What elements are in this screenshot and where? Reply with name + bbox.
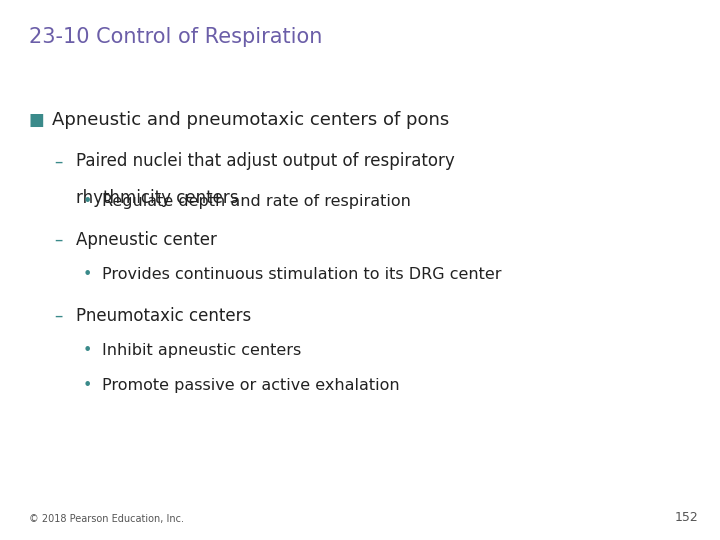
Text: Promote passive or active exhalation: Promote passive or active exhalation: [102, 378, 399, 393]
Text: •: •: [83, 343, 92, 358]
Text: •: •: [83, 194, 92, 210]
Text: 152: 152: [675, 511, 698, 524]
Text: rhythmicity centers: rhythmicity centers: [76, 189, 238, 207]
Text: •: •: [83, 378, 92, 393]
Text: Provides continuous stimulation to its DRG center: Provides continuous stimulation to its D…: [102, 267, 501, 282]
Text: © 2018 Pearson Education, Inc.: © 2018 Pearson Education, Inc.: [29, 514, 184, 524]
Text: Regulate depth and rate of respiration: Regulate depth and rate of respiration: [102, 194, 410, 210]
Text: Apneustic center: Apneustic center: [76, 231, 217, 249]
Text: Apneustic and pneumotaxic centers of pons: Apneustic and pneumotaxic centers of pon…: [52, 111, 449, 129]
Text: ■: ■: [29, 111, 45, 129]
Text: Pneumotaxic centers: Pneumotaxic centers: [76, 307, 251, 325]
Text: –: –: [54, 307, 63, 325]
Text: Inhibit apneustic centers: Inhibit apneustic centers: [102, 343, 301, 358]
Text: –: –: [54, 152, 63, 170]
Text: 23-10 Control of Respiration: 23-10 Control of Respiration: [29, 27, 322, 47]
Text: –: –: [54, 231, 63, 249]
Text: •: •: [83, 267, 92, 282]
Text: Paired nuclei that adjust output of respiratory: Paired nuclei that adjust output of resp…: [76, 152, 454, 170]
